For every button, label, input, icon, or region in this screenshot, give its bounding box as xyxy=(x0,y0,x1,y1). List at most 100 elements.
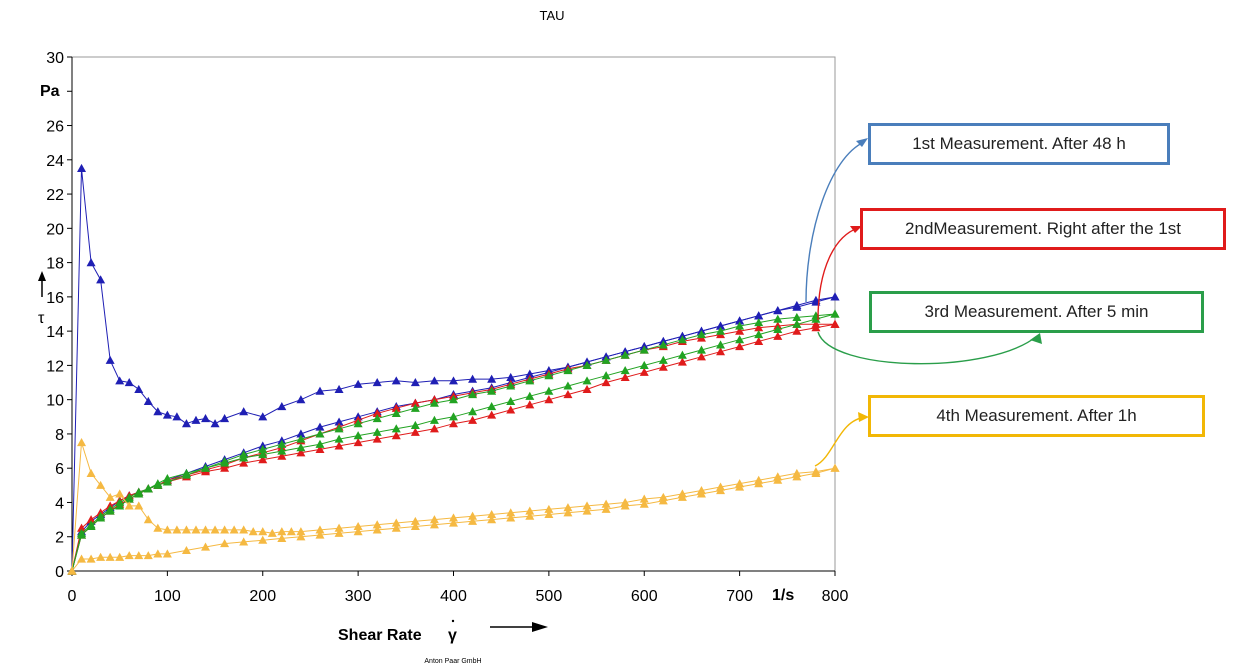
data-point xyxy=(220,539,230,548)
data-point xyxy=(716,326,726,335)
data-point xyxy=(334,523,344,532)
data-point xyxy=(143,551,153,560)
data-point xyxy=(696,489,706,498)
data-point xyxy=(582,360,592,369)
data-point xyxy=(296,429,306,438)
data-point xyxy=(410,403,420,412)
data-point xyxy=(639,499,649,508)
data-point xyxy=(258,455,268,464)
data-point xyxy=(96,275,106,284)
data-point xyxy=(410,378,420,387)
data-point xyxy=(487,374,497,383)
connector-2nd-arrowhead xyxy=(850,226,862,233)
data-point xyxy=(220,458,230,467)
data-point xyxy=(181,525,191,534)
data-point xyxy=(658,362,668,371)
data-point xyxy=(830,463,840,472)
y-axis-arrow xyxy=(38,271,46,297)
data-point xyxy=(86,521,96,531)
footer-credit: Anton Paar GmbH xyxy=(424,658,481,665)
data-point xyxy=(105,355,115,364)
data-point xyxy=(601,371,611,380)
data-point xyxy=(639,345,649,354)
data-point xyxy=(315,439,325,448)
data-point xyxy=(449,518,458,527)
data-point xyxy=(620,366,630,375)
connector-4th-arrowhead xyxy=(858,412,869,422)
data-point xyxy=(210,525,220,534)
data-point xyxy=(124,501,134,510)
y-tick-label: 22 xyxy=(46,187,64,204)
legend-3rd-measurement: 3rd Measurement. After 5 min xyxy=(869,291,1204,333)
data-point xyxy=(134,501,144,510)
x-tick-label: 200 xyxy=(249,588,276,605)
data-point xyxy=(143,484,153,493)
data-point xyxy=(153,479,163,488)
data-point xyxy=(544,504,554,513)
legend-3rd-label: 3rd Measurement. After 5 min xyxy=(924,302,1149,321)
data-point xyxy=(296,443,306,452)
data-point xyxy=(544,386,554,395)
data-point xyxy=(143,396,153,405)
data-point xyxy=(115,501,125,510)
x-ticks: 0 100 200 300 400 500 600 700 800 xyxy=(68,571,849,605)
data-point xyxy=(191,415,201,424)
data-point xyxy=(716,340,726,349)
data-point xyxy=(153,523,163,532)
data-point xyxy=(277,533,287,543)
legend-4th-label: 4th Measurement. After 1h xyxy=(936,406,1137,425)
series-line-down xyxy=(71,168,836,572)
data-point xyxy=(391,518,401,527)
data-point xyxy=(792,319,802,328)
data-point xyxy=(754,323,764,332)
data-point xyxy=(391,424,401,433)
series-4 xyxy=(67,438,840,575)
data-point xyxy=(162,549,172,558)
data-point xyxy=(696,345,706,354)
data-point xyxy=(296,532,306,541)
data-point xyxy=(372,427,382,436)
y-axis-title: τ xyxy=(38,310,45,327)
series-3 xyxy=(67,309,840,575)
data-point xyxy=(525,511,535,520)
y-tick-label: 0 xyxy=(55,564,64,581)
data-point xyxy=(391,408,401,417)
data-point xyxy=(77,523,87,532)
data-point xyxy=(506,381,516,390)
data-point xyxy=(334,424,344,433)
data-point xyxy=(86,258,96,267)
data-point xyxy=(353,379,363,388)
y-tick-label: 2 xyxy=(55,530,64,547)
data-point xyxy=(239,453,249,462)
data-point xyxy=(153,549,163,558)
data-point xyxy=(410,521,420,531)
data-point xyxy=(735,335,745,344)
y-tick-label: 20 xyxy=(46,221,64,238)
y-tick-label: 24 xyxy=(46,153,64,170)
x-axis-arrow xyxy=(490,622,548,632)
data-point xyxy=(277,451,287,460)
legend-connectors xyxy=(805,138,1042,467)
data-point xyxy=(77,438,87,447)
data-point xyxy=(229,525,239,534)
y-tick-label: 8 xyxy=(55,427,64,444)
data-point xyxy=(830,319,840,328)
data-point xyxy=(696,330,706,339)
data-point xyxy=(105,492,115,501)
y-tick-label: 14 xyxy=(46,324,64,341)
data-point xyxy=(792,300,802,310)
x-tick-label: 800 xyxy=(822,588,849,605)
data-point xyxy=(677,492,687,501)
data-point xyxy=(792,326,802,335)
data-point xyxy=(334,417,344,426)
data-point xyxy=(563,381,573,390)
data-point xyxy=(830,292,840,301)
data-point xyxy=(449,419,458,428)
series-line-down xyxy=(71,467,836,572)
data-point xyxy=(239,525,249,534)
series-line-up xyxy=(71,313,836,572)
data-point xyxy=(191,525,201,534)
y-tick-label: 16 xyxy=(46,290,64,307)
data-point xyxy=(410,516,420,525)
